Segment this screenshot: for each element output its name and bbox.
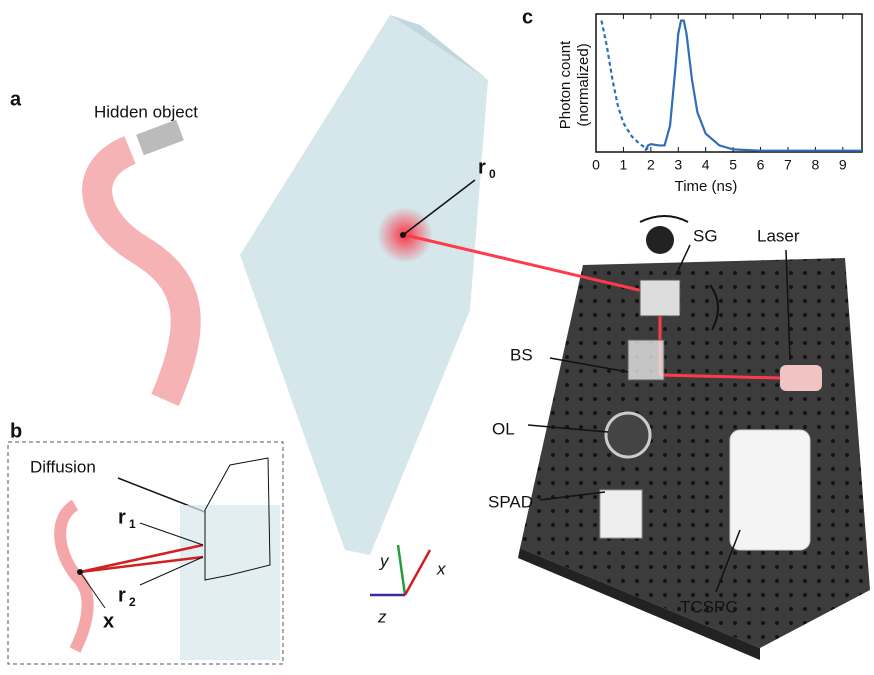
x-tick-label: 0 [592, 157, 600, 173]
figure: a b c Hidden object r 0 SG Laser BS OL S… [0, 0, 874, 670]
x-tick-label: 3 [674, 157, 682, 173]
tcspc [730, 430, 810, 550]
label-sub: 0 [489, 167, 496, 181]
label-sub: 1 [129, 517, 136, 531]
label: Hidden object [94, 102, 198, 121]
objective-lens [606, 413, 650, 457]
x-tick-label: 6 [757, 157, 765, 173]
r0-point [400, 232, 406, 238]
x-tick-label: 4 [702, 157, 710, 173]
laser [780, 365, 822, 391]
plot-frame [596, 14, 862, 152]
label: SPAD [488, 492, 533, 511]
x-tick-label: 9 [839, 157, 847, 173]
x-tick-label: 5 [729, 157, 737, 173]
spad [600, 490, 642, 538]
axis-label: x [436, 559, 446, 578]
axis-label: y [379, 551, 390, 570]
label: r [478, 156, 486, 178]
data-line [645, 21, 862, 151]
galvo [640, 280, 680, 316]
y-axis-label: (normalized) [575, 43, 592, 126]
label: r [118, 506, 126, 528]
label: x [103, 610, 114, 632]
label: Laser [757, 226, 800, 245]
inset-wall [180, 505, 280, 660]
mirror [646, 226, 674, 254]
label: BS [510, 345, 533, 364]
label: r [118, 584, 126, 606]
axis-label: z [377, 607, 387, 626]
relay-wall [240, 15, 488, 555]
label: OL [492, 419, 515, 438]
label-sub: 2 [129, 595, 136, 609]
data-line [601, 21, 648, 150]
axis-triad [370, 545, 430, 595]
beam-splitter [628, 340, 664, 380]
panel-letter: a [10, 88, 22, 110]
x-tick-label: 1 [620, 157, 628, 173]
hidden-object [97, 150, 186, 400]
panel-letter: c [522, 6, 533, 28]
label: TCSPC [680, 597, 738, 616]
panel-letter: b [10, 420, 22, 442]
x-axis-label: Time (ns) [675, 178, 738, 195]
label: Diffusion [30, 457, 96, 476]
hidden-object-top [140, 130, 180, 145]
x-tick-label: 7 [784, 157, 792, 173]
optical-table [520, 258, 870, 648]
x-tick-label: 8 [811, 157, 819, 173]
x-tick-label: 2 [647, 157, 655, 173]
label: SG [693, 226, 718, 245]
y-axis-label: Photon count [557, 40, 574, 129]
